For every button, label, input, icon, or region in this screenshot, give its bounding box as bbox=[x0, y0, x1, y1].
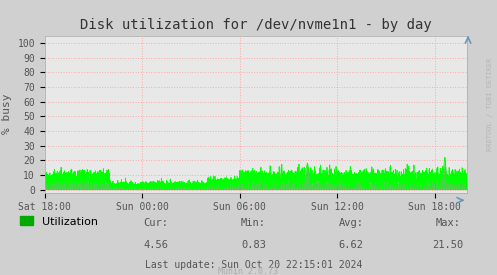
Text: Munin 2.0.73: Munin 2.0.73 bbox=[219, 267, 278, 275]
Text: Max:: Max: bbox=[436, 218, 461, 227]
Text: RRDTOOL / TOBI OETIKER: RRDTOOL / TOBI OETIKER bbox=[487, 58, 493, 151]
Text: 4.56: 4.56 bbox=[144, 240, 168, 249]
Legend: Utilization: Utilization bbox=[15, 212, 102, 231]
Title: Disk utilization for /dev/nvme1n1 - by day: Disk utilization for /dev/nvme1n1 - by d… bbox=[80, 18, 432, 32]
Y-axis label: % busy: % busy bbox=[2, 94, 12, 134]
Text: Min:: Min: bbox=[241, 218, 266, 227]
Text: 21.50: 21.50 bbox=[433, 240, 464, 249]
Text: 6.62: 6.62 bbox=[338, 240, 363, 249]
Text: Avg:: Avg: bbox=[338, 218, 363, 227]
Text: 0.83: 0.83 bbox=[241, 240, 266, 249]
Text: Cur:: Cur: bbox=[144, 218, 168, 227]
Text: Last update: Sun Oct 20 22:15:01 2024: Last update: Sun Oct 20 22:15:01 2024 bbox=[145, 260, 362, 270]
